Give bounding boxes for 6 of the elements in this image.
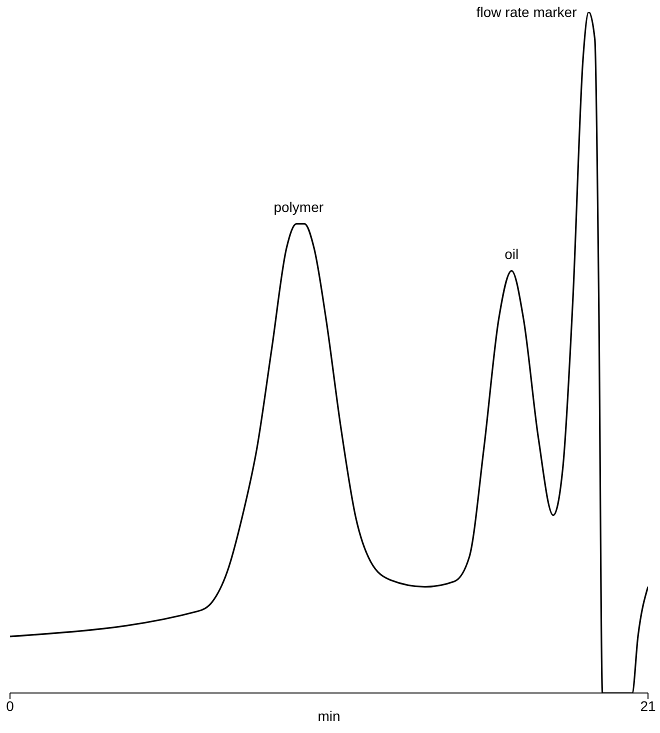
annotation: flow rate marker: [476, 4, 578, 20]
annotation: oil: [504, 246, 519, 262]
annotation: polymer: [274, 198, 324, 215]
x-tick-label: 21: [640, 698, 656, 714]
x-tick-label: 0: [6, 698, 14, 714]
x-axis-title: min: [318, 708, 340, 724]
